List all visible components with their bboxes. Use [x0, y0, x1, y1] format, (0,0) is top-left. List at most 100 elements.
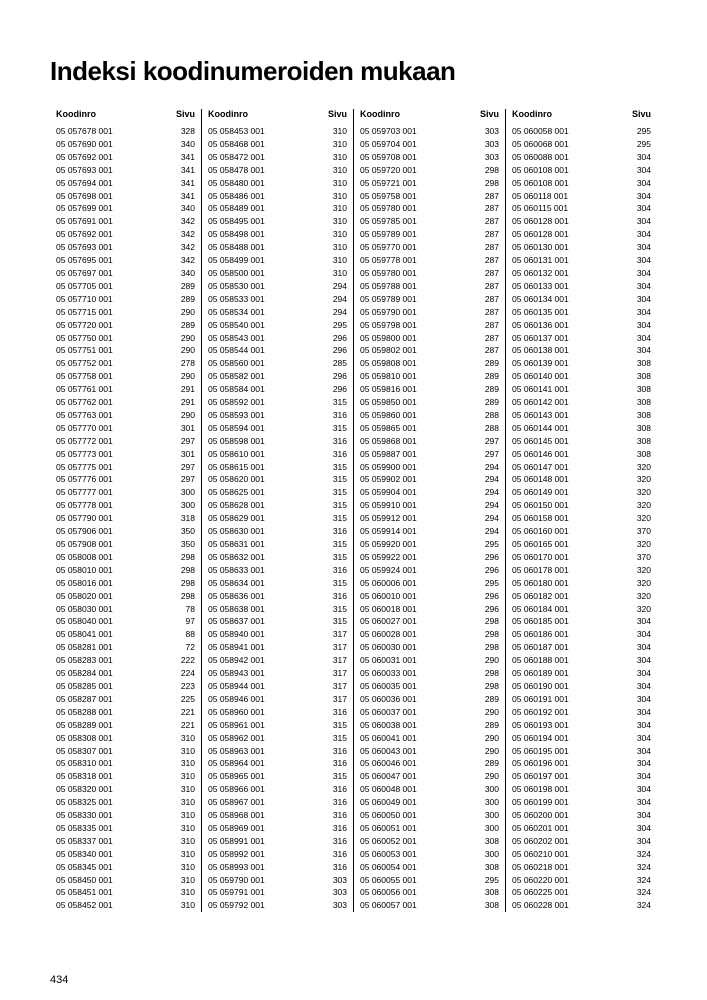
page-value: 316	[333, 745, 347, 758]
code-value: 05 059887 001	[360, 448, 417, 461]
index-row: 05 058540 001295	[208, 319, 347, 332]
index-row: 05 059920 001295	[360, 538, 499, 551]
code-value: 05 058961 001	[208, 719, 265, 732]
index-row: 05 057694 001341	[56, 177, 195, 190]
index-row: 05 060178 001320	[512, 564, 651, 577]
code-value: 05 057698 001	[56, 190, 113, 203]
index-row: 05 060049 001300	[360, 796, 499, 809]
code-value: 05 058480 001	[208, 177, 265, 190]
page-value: 300	[485, 848, 499, 861]
page-value: 340	[181, 202, 195, 215]
page-value: 320	[637, 512, 651, 525]
code-value: 05 059920 001	[360, 538, 417, 551]
page-value: 298	[485, 164, 499, 177]
index-row: 05 058560 001285	[208, 357, 347, 370]
code-value: 05 060149 001	[512, 486, 569, 499]
code-value: 05 060018 001	[360, 603, 417, 616]
index-column: KoodinroSivu05 057678 00132805 057690 00…	[50, 109, 201, 912]
code-value: 05 060165 001	[512, 538, 569, 551]
code-value: 05 060108 001	[512, 177, 569, 190]
index-row: 05 059780 001287	[360, 267, 499, 280]
code-value: 05 058629 001	[208, 512, 265, 525]
page-value: 316	[333, 525, 347, 538]
index-row: 05 058965 001315	[208, 770, 347, 783]
index-row: 05 059789 001287	[360, 228, 499, 241]
index-row: 05 058530 001294	[208, 280, 347, 293]
code-value: 05 060228 001	[512, 899, 569, 912]
page-value: 287	[485, 190, 499, 203]
page-value: 317	[333, 693, 347, 706]
page-value: 290	[485, 732, 499, 745]
page-value: 304	[637, 293, 651, 306]
code-value: 05 060038 001	[360, 719, 417, 732]
page-value: 294	[485, 461, 499, 474]
page-value: 317	[333, 680, 347, 693]
code-value: 05 057694 001	[56, 177, 113, 190]
page-value: 316	[333, 706, 347, 719]
code-value: 05 057773 001	[56, 448, 113, 461]
code-value: 05 057691 001	[56, 215, 113, 228]
index-row: 05 060038 001289	[360, 719, 499, 732]
page-value: 294	[485, 486, 499, 499]
code-value: 05 059785 001	[360, 215, 417, 228]
code-value: 05 057693 001	[56, 164, 113, 177]
code-value: 05 058942 001	[208, 654, 265, 667]
code-value: 05 060088 001	[512, 151, 569, 164]
index-row: 05 059808 001289	[360, 357, 499, 370]
index-page: Indeksi koodinumeroiden mukaan KoodinroS…	[0, 0, 707, 1000]
page-value: 304	[637, 280, 651, 293]
page-value: 296	[485, 603, 499, 616]
index-row: 05 060165 001320	[512, 538, 651, 551]
code-value: 05 058320 001	[56, 783, 113, 796]
index-row: 05 058943 001317	[208, 667, 347, 680]
code-value: 05 058308 001	[56, 732, 113, 745]
page-value: 298	[485, 680, 499, 693]
page-value: 225	[181, 693, 195, 706]
index-row: 05 057790 001318	[56, 512, 195, 525]
index-row: 05 060055 001295	[360, 874, 499, 887]
code-value: 05 059922 001	[360, 551, 417, 564]
index-row: 05 058629 001315	[208, 512, 347, 525]
code-value: 05 060037 001	[360, 706, 417, 719]
code-value: 05 060115 001	[512, 202, 568, 215]
index-row: 05 060149 001320	[512, 486, 651, 499]
page-value: 304	[637, 680, 651, 693]
code-value: 05 059778 001	[360, 254, 417, 267]
page-value: 315	[333, 396, 347, 409]
page-value: 308	[485, 899, 499, 912]
page-value: 310	[181, 732, 195, 745]
column-header: KoodinroSivu	[360, 109, 499, 119]
index-row: 05 058991 001316	[208, 835, 347, 848]
code-value: 05 057908 001	[56, 538, 113, 551]
code-value: 05 059790 001	[208, 874, 265, 887]
index-row: 05 058992 001316	[208, 848, 347, 861]
code-value: 05 060147 001	[512, 461, 569, 474]
page-value: 315	[333, 770, 347, 783]
page-value: 316	[333, 861, 347, 874]
page-value: 310	[333, 267, 347, 280]
index-row: 05 060210 001324	[512, 848, 651, 861]
index-row: 05 058967 001316	[208, 796, 347, 809]
code-value: 05 060058 001	[512, 125, 569, 138]
header-page-label: Sivu	[632, 109, 651, 119]
code-value: 05 060220 001	[512, 874, 569, 887]
index-row: 05 057720 001289	[56, 319, 195, 332]
page-value: 342	[181, 215, 195, 228]
page-value: 289	[485, 757, 499, 770]
page-value: 310	[181, 874, 195, 887]
code-value: 05 060056 001	[360, 886, 417, 899]
index-row: 05 058944 001317	[208, 680, 347, 693]
page-value: 300	[485, 783, 499, 796]
page-value: 285	[333, 357, 347, 370]
index-row: 05 060143 001308	[512, 409, 651, 422]
code-value: 05 058289 001	[56, 719, 113, 732]
page-value: 310	[333, 228, 347, 241]
code-value: 05 058610 001	[208, 448, 265, 461]
page-title: Indeksi koodinumeroiden mukaan	[50, 56, 657, 87]
code-value: 05 060133 001	[512, 280, 569, 293]
index-row: 05 058480 001310	[208, 177, 347, 190]
page-value: 304	[637, 796, 651, 809]
code-value: 05 059721 001	[360, 177, 417, 190]
code-value: 05 060027 001	[360, 615, 417, 628]
code-value: 05 058041 001	[56, 628, 113, 641]
